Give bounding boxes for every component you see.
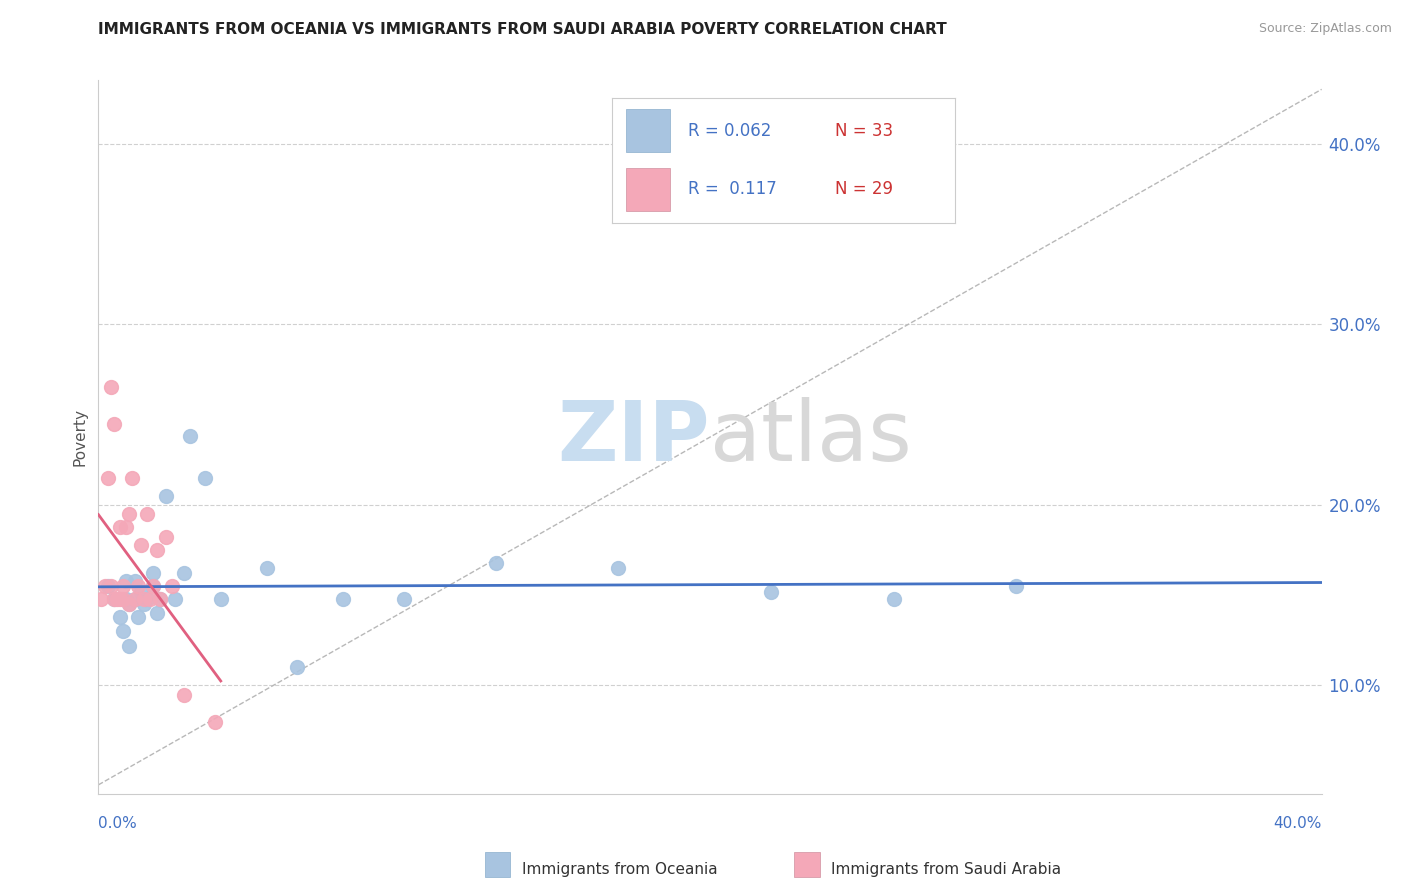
Point: [485, 556, 508, 570]
Point: [145, 606, 167, 620]
Y-axis label: Poverty: Poverty: [72, 408, 87, 467]
Text: 40.0%: 40.0%: [1274, 816, 1322, 831]
Point: [129, 538, 152, 552]
Point: [124, 591, 146, 606]
Text: 0.0%: 0.0%: [98, 816, 138, 831]
Point: [100, 579, 122, 593]
Point: [204, 714, 226, 729]
Point: [1004, 579, 1026, 593]
Point: [256, 561, 278, 575]
Point: [134, 591, 156, 606]
Point: [145, 543, 167, 558]
Text: Source: ZipAtlas.com: Source: ZipAtlas.com: [1258, 22, 1392, 36]
Text: R = 0.062: R = 0.062: [688, 121, 770, 139]
Point: [111, 579, 134, 593]
Point: [194, 471, 217, 485]
Point: [149, 591, 172, 606]
Point: [111, 624, 134, 639]
Point: [209, 591, 232, 606]
Point: [115, 519, 138, 533]
Point: [142, 579, 165, 593]
Point: [163, 591, 186, 606]
Point: [149, 591, 172, 606]
Text: IMMIGRANTS FROM OCEANIA VS IMMIGRANTS FROM SAUDI ARABIA POVERTY CORRELATION CHAR: IMMIGRANTS FROM OCEANIA VS IMMIGRANTS FR…: [98, 22, 948, 37]
Point: [103, 591, 125, 606]
Text: atlas: atlas: [710, 397, 911, 477]
Text: Immigrants from Saudi Arabia: Immigrants from Saudi Arabia: [831, 863, 1062, 877]
Point: [118, 597, 141, 611]
Point: [103, 591, 125, 606]
Point: [127, 610, 149, 624]
Point: [97, 471, 120, 485]
Point: [97, 579, 120, 593]
Point: [759, 584, 782, 599]
Text: Immigrants from Oceania: Immigrants from Oceania: [522, 863, 717, 877]
Point: [105, 591, 128, 606]
Point: [127, 579, 149, 593]
Point: [173, 688, 195, 702]
Point: [115, 574, 138, 588]
Point: [111, 591, 134, 606]
Point: [155, 530, 177, 544]
Point: [118, 597, 141, 611]
Point: [118, 639, 141, 653]
Point: [173, 566, 195, 581]
Point: [139, 591, 162, 606]
Point: [155, 489, 177, 503]
Point: [142, 566, 165, 581]
Point: [103, 417, 125, 431]
Bar: [626, 168, 671, 211]
Point: [607, 561, 630, 575]
Point: [124, 574, 146, 588]
Point: [160, 579, 183, 593]
Point: [93, 579, 115, 593]
Point: [883, 591, 905, 606]
Point: [392, 591, 416, 606]
Point: [136, 591, 159, 606]
Point: [124, 591, 146, 606]
Point: [115, 591, 138, 606]
Text: N = 29: N = 29: [835, 180, 893, 198]
Point: [332, 591, 354, 606]
Point: [90, 591, 112, 606]
Point: [108, 519, 131, 533]
Point: [108, 591, 131, 606]
Point: [129, 584, 152, 599]
Point: [100, 380, 122, 394]
Point: [142, 579, 165, 593]
Point: [118, 507, 141, 521]
Point: [108, 610, 131, 624]
Point: [285, 660, 308, 674]
Text: ZIP: ZIP: [558, 397, 710, 477]
Bar: [626, 110, 671, 152]
Point: [121, 471, 143, 485]
Point: [136, 507, 159, 521]
Text: N = 33: N = 33: [835, 121, 893, 139]
Point: [134, 597, 156, 611]
Point: [179, 429, 201, 443]
Text: R =  0.117: R = 0.117: [688, 180, 776, 198]
